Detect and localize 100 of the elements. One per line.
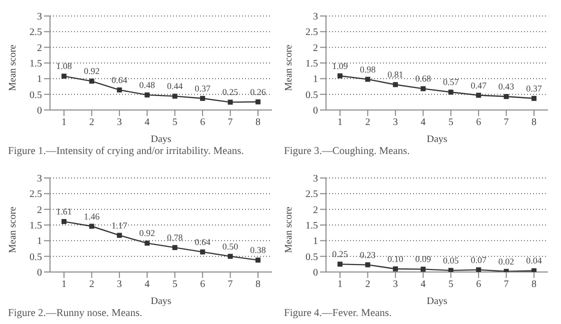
x-tick-label: 5 [448, 117, 454, 128]
point [172, 245, 178, 250]
data-label: 0.10 [388, 254, 404, 264]
x-tick-label: 6 [476, 117, 482, 128]
x-tick-label: 7 [504, 279, 509, 290]
y-tick-label: 0.5 [306, 90, 318, 101]
x-tick-label: 7 [228, 279, 233, 290]
x-tick-label: 4 [144, 117, 150, 128]
caption: Figure 1.—Intensity of crying and/or irritability. Means. [8, 146, 245, 157]
y-tick-label: 3 [37, 174, 42, 185]
data-label: 0.92 [84, 66, 100, 76]
y-tick-label: 0 [37, 268, 42, 279]
x-tick-label: 1 [338, 279, 342, 290]
x-tick-label: 3 [116, 279, 122, 290]
y-axis-title: Mean score [8, 44, 19, 91]
point [532, 96, 536, 101]
x-tick-label: 8 [532, 117, 536, 128]
x-tick-label: 8 [256, 279, 260, 290]
data-label: 0.64 [194, 236, 211, 247]
data-label: 0.48 [139, 80, 156, 90]
x-tick-label: 6 [200, 117, 206, 128]
y-tick-label: 0 [313, 106, 318, 117]
caption: Figure 4.—Fever. Means. [284, 308, 393, 319]
point [200, 96, 206, 101]
data-label: 0.26 [250, 86, 266, 97]
x-tick-label: 3 [392, 279, 398, 290]
point [228, 254, 233, 259]
y-tick-label: 1.5 [30, 220, 42, 232]
x-tick-label: 7 [228, 117, 233, 128]
x-tick-label: 7 [504, 117, 509, 128]
y-tick-label: 0 [313, 268, 318, 279]
x-tick-label: 2 [365, 279, 370, 290]
y-axis-title: Mean score [284, 206, 295, 253]
x-tick-label: 3 [392, 117, 398, 128]
y-tick-label: 0 [37, 106, 42, 117]
data-label: 0.44 [166, 81, 184, 92]
x-tick-label: 2 [365, 117, 370, 128]
point [448, 90, 454, 95]
caption: Figure 3.—Coughing. Means. [284, 146, 411, 157]
x-tick-label: 6 [476, 279, 482, 290]
y-tick-label: 2.5 [306, 189, 318, 200]
x-tick-label: 5 [172, 117, 178, 128]
y-tick-label: 2.5 [306, 27, 318, 38]
point [62, 219, 66, 224]
point [504, 94, 509, 100]
x-axis-title: Days [426, 134, 448, 145]
data-label: 0.43 [498, 82, 515, 92]
x-tick-label: 8 [532, 279, 536, 290]
x-tick-label: 2 [89, 117, 94, 128]
point [256, 99, 260, 104]
point [89, 78, 94, 84]
data-label: 0.50 [222, 241, 239, 252]
data-label: 0.25 [332, 249, 348, 260]
point [89, 224, 94, 229]
x-tick-label: 1 [62, 117, 66, 128]
point [256, 258, 260, 263]
point [144, 240, 150, 246]
x-axis-title: Days [426, 296, 448, 307]
data-label: 1.61 [56, 206, 72, 217]
point [392, 82, 398, 88]
y-tick-label: 1 [37, 236, 42, 248]
y-tick-label: 1.5 [306, 220, 318, 232]
data-label: 0.37 [526, 83, 542, 94]
y-tick-label: 2 [37, 204, 42, 216]
data-label: 0.07 [470, 254, 487, 265]
data-label: 0.81 [388, 70, 404, 80]
point [420, 86, 426, 92]
point [172, 94, 178, 99]
y-tick-label: 1 [37, 74, 42, 86]
point [200, 249, 206, 254]
y-tick-label: 0.5 [30, 90, 42, 101]
data-label: 1.09 [332, 60, 348, 71]
y-tick-label: 1 [313, 74, 318, 86]
x-tick-label: 4 [144, 279, 150, 290]
data-label: 0.78 [166, 232, 184, 243]
x-tick-label: 6 [200, 279, 206, 290]
y-tick-label: 2 [37, 42, 42, 54]
x-axis-title: Days [150, 134, 172, 145]
data-label: 0.68 [415, 74, 432, 84]
y-tick-label: 3 [313, 174, 318, 185]
caption: Figure 2.—Runny nose. Means. [8, 308, 144, 319]
x-tick-label: 1 [62, 279, 66, 290]
point [365, 76, 370, 82]
x-tick-label: 4 [420, 279, 426, 290]
point [144, 92, 150, 98]
data-label: 0.38 [250, 245, 266, 256]
y-tick-label: 2 [313, 42, 318, 54]
y-tick-label: 3 [313, 12, 318, 23]
y-tick-label: 3 [37, 12, 42, 23]
data-label: 0.64 [112, 74, 128, 85]
y-tick-label: 1.5 [30, 58, 42, 70]
y-tick-label: 2.5 [30, 27, 42, 38]
y-tick-label: 2.5 [30, 189, 42, 200]
y-tick-label: 1 [313, 236, 318, 248]
data-label: 0.05 [442, 255, 460, 266]
data-label: 1.08 [56, 61, 72, 72]
data-label: 0.23 [360, 250, 376, 260]
data-label: 0.57 [442, 77, 460, 88]
point [116, 232, 122, 238]
point [476, 92, 482, 98]
